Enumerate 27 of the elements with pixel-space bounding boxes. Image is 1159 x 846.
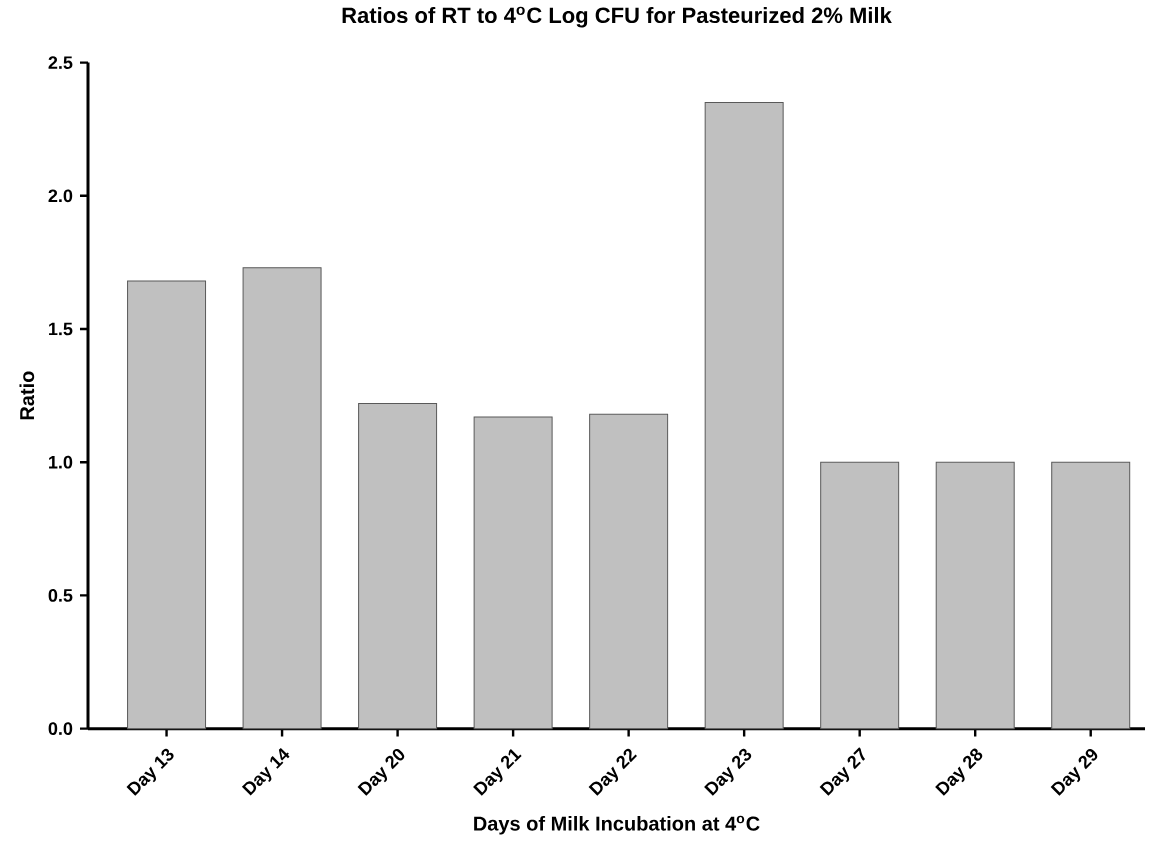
bar	[935, 461, 1015, 730]
x-axis-title: Days of Milk Incubation at 4$^{o}$C	[474, 815, 760, 835]
x-tick-label: Day 27	[819, 747, 866, 796]
bar	[1051, 461, 1131, 730]
x-tick-label: Day 22	[588, 748, 637, 796]
x-tick-label: Day 23	[704, 748, 752, 796]
y-tick-label: 1.5	[49, 322, 73, 336]
bar	[242, 267, 322, 730]
bar	[704, 102, 784, 730]
x-tick-label: Day 14	[241, 748, 290, 796]
y-tick-label: 1.0	[49, 456, 73, 469]
x-tick-label: Day 13	[126, 748, 174, 796]
bar	[473, 416, 553, 730]
x-tick-label: Day 28	[935, 748, 983, 796]
x-tick-label: Day 20	[357, 749, 405, 796]
y-axis-title: Ratio	[19, 371, 35, 420]
chart-title: Ratios of RT to 4$^{o}$C Log CFU for Pasteurized 2% Milk	[342, 6, 892, 28]
y-tick-label: 2.0	[48, 189, 73, 203]
bar	[820, 461, 900, 730]
bar	[358, 403, 438, 730]
bar	[127, 280, 207, 730]
y-tick-label: 0.5	[48, 589, 73, 602]
bar	[589, 413, 669, 730]
y-tick-label: 0.0	[48, 722, 73, 736]
x-tick-label: Day 29	[1050, 749, 1098, 796]
y-tick-label: 2.5	[48, 56, 73, 70]
x-tick-label: Day 21	[473, 749, 522, 796]
